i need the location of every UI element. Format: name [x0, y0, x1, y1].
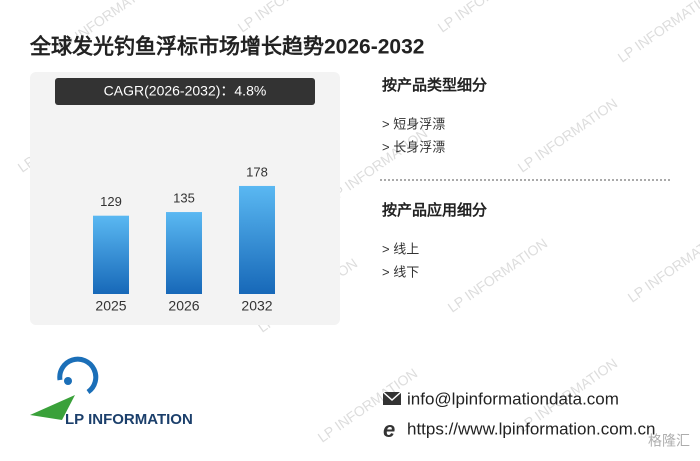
- watermark: LP INFORMATION: [235, 0, 341, 35]
- section-title: 按产品类型细分: [382, 76, 487, 94]
- email: info@lpinformationdata.com: [407, 389, 619, 408]
- watermark: LP INFORMATION: [615, 0, 700, 65]
- chart-title: 全球发光钓鱼浮标市场增长趋势2026-2032: [29, 35, 424, 59]
- badge: 格隆汇: [648, 433, 690, 449]
- logo: [30, 356, 99, 420]
- watermark: LP INFORMATION: [325, 125, 431, 206]
- cagr-label: CAGR(2026-2032)：4.8%: [104, 83, 267, 99]
- section-item: > 短身浮漂: [382, 116, 445, 131]
- watermark: LP INFORMATION: [315, 365, 421, 446]
- web-icon: e: [383, 417, 395, 442]
- logo-text: LP INFORMATION: [65, 411, 193, 428]
- watermark: LP INFORMATION: [515, 95, 621, 176]
- watermark: LP INFORMATION: [435, 0, 541, 35]
- bar: [166, 212, 202, 294]
- cagr-box: [55, 78, 315, 105]
- value-label: 129: [100, 194, 122, 209]
- x-tick-label: 2032: [241, 298, 272, 314]
- watermark: LP INFORMATION: [445, 235, 551, 316]
- x-tick-label: 2026: [168, 298, 199, 314]
- email-icon-flap: [382, 391, 402, 402]
- bar: [93, 215, 129, 294]
- value-label: 135: [173, 190, 195, 205]
- watermark: LP INFORMATION: [625, 225, 700, 306]
- section-item: > 长身浮漂: [382, 139, 445, 154]
- section-item: > 线上: [382, 241, 419, 256]
- section-title: 按产品应用细分: [382, 201, 487, 219]
- bar: [239, 185, 275, 294]
- value-label: 178: [246, 164, 268, 179]
- bar-chart: 129 2025 135 2026 178 2032: [93, 164, 275, 314]
- section-item: > 线下: [382, 264, 419, 279]
- x-tick-label: 2025: [95, 298, 126, 314]
- website: https://www.lpinformation.com.cn: [407, 419, 655, 438]
